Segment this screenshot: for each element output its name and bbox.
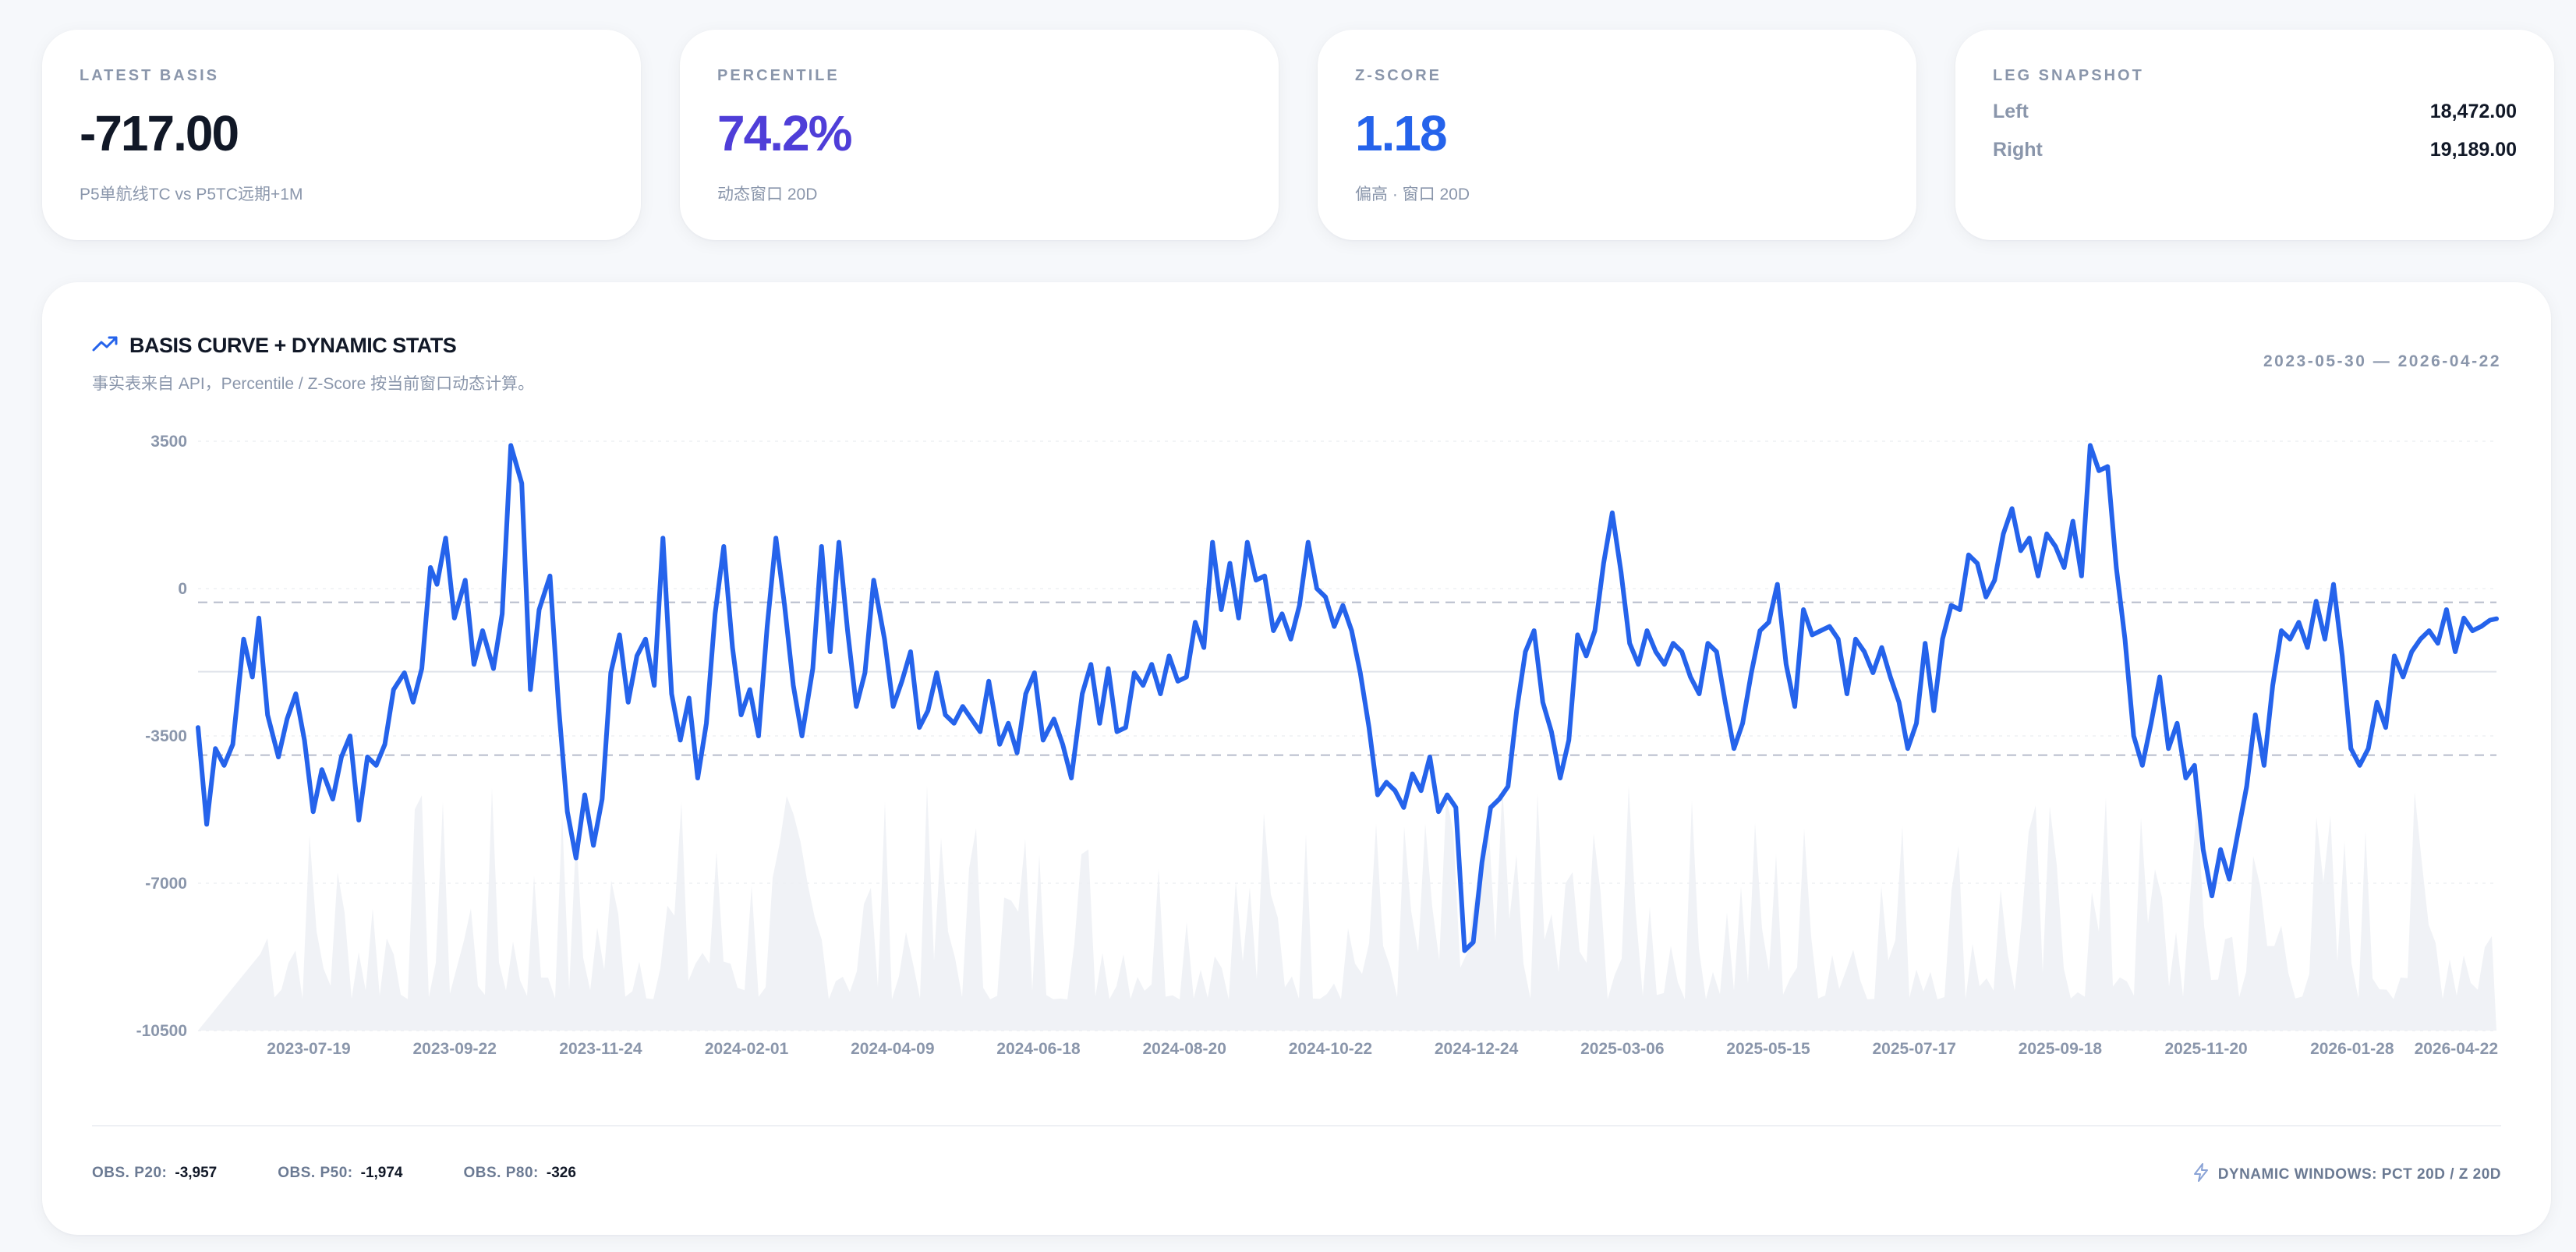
dynamic-windows-info: DYNAMIC WINDOWS: PCT 20D / Z 20D	[2193, 1163, 2501, 1187]
chart-header: BASIS CURVE + DYNAMIC STATS	[92, 334, 457, 358]
chart-subtitle: 事实表来自 API，Percentile / Z-Score 按当前窗口动态计算…	[92, 375, 535, 393]
leg-name: Right	[1993, 139, 2043, 161]
y-tick-label: 0	[178, 580, 187, 598]
stat-label: Z-SCORE	[1355, 67, 1442, 84]
stat-value: -717.00	[80, 105, 239, 161]
x-tick-label: 2025-05-15	[1726, 1040, 1810, 1058]
date-range: 2023-05-30 — 2026-04-22	[2263, 352, 2501, 370]
dynamic-windows-text: DYNAMIC WINDOWS: PCT 20D / Z 20D	[2217, 1166, 2501, 1183]
leg-value: 19,189.00	[2429, 139, 2517, 161]
y-tick-label: -7000	[145, 875, 187, 893]
stat-value: 74.2%	[717, 105, 852, 161]
x-tick-label: 2023-11-24	[559, 1040, 642, 1058]
x-tick-label: 2026-04-22	[2415, 1040, 2498, 1058]
basis-series-line	[196, 443, 2499, 953]
x-tick-label: 2024-04-09	[851, 1040, 934, 1058]
footer-stat-p50: OBS. P50: -1,974	[278, 1165, 402, 1182]
x-tick-label: 2025-03-06	[1580, 1040, 1664, 1058]
x-tick-label: 2024-06-18	[996, 1040, 1081, 1058]
y-tick-label: 3500	[150, 433, 187, 451]
footer-stat-value: -3,957	[175, 1165, 218, 1181]
x-tick-label: 2023-09-22	[412, 1040, 496, 1058]
footer-stat-value: -326	[546, 1165, 576, 1181]
basis-chart[interactable]: 3500 0 -3500 -7000 -10500 2023-07-19 2023-09-2…	[42, 282, 2551, 1235]
stat-card-latest-basis: LATEST BASIS -717.00 P5单航线TC vs P5TC远期+1…	[42, 30, 641, 240]
leg-row-right: Right 19,189.00	[1993, 139, 2517, 161]
lightning-icon	[2193, 1163, 2209, 1187]
trending-up-icon	[92, 335, 119, 356]
stat-label: LATEST BASIS	[80, 67, 219, 84]
footer-stat-label: OBS. P50:	[278, 1165, 353, 1181]
stat-label: LEG SNAPSHOT	[1993, 67, 2144, 84]
stat-subtext: 动态窗口 20D	[717, 186, 818, 203]
footer-stat-p80: OBS. P80: -326	[464, 1165, 576, 1182]
leg-value: 18,472.00	[2429, 101, 2517, 122]
basis-chart-panel: 3500 0 -3500 -7000 -10500 2023-07-19 2023-09-2…	[42, 282, 2551, 1235]
stat-subtext: 偏高 · 窗口 20D	[1355, 186, 1470, 203]
volume-background	[198, 785, 2496, 1031]
stat-subtext: P5单航线TC vs P5TC远期+1M	[80, 186, 303, 203]
x-tick-label: 2024-02-01	[705, 1040, 789, 1058]
stat-value: 1.18	[1355, 105, 1448, 161]
x-tick-label: 2024-12-24	[1435, 1040, 1519, 1058]
stat-label: PERCENTILE	[717, 67, 840, 84]
leg-row-left: Left 18,472.00	[1993, 101, 2517, 123]
x-tick-label: 2024-10-22	[1289, 1040, 1372, 1058]
footer-stat-label: OBS. P20:	[92, 1165, 168, 1181]
footer-stat-value: -1,974	[360, 1165, 403, 1181]
x-tick-label: 2025-09-18	[2019, 1040, 2103, 1058]
footer-stat-label: OBS. P80:	[463, 1165, 539, 1181]
percentile-footer: OBS. P20: -3,957 OBS. P50: -1,974 OBS. P…	[92, 1165, 576, 1182]
y-tick-label: -10500	[136, 1022, 187, 1040]
x-tick-label: 2023-07-19	[267, 1040, 350, 1058]
stat-card-zscore: Z-SCORE 1.18 偏高 · 窗口 20D	[1318, 30, 1916, 240]
x-tick-label: 2025-11-20	[2164, 1040, 2247, 1058]
stat-card-leg-snapshot: LEG SNAPSHOT Left 18,472.00 Right 19,189…	[1955, 30, 2554, 240]
x-tick-label: 2026-01-28	[2310, 1040, 2394, 1058]
leg-name: Left	[1993, 101, 2029, 122]
stat-card-percentile: PERCENTILE 74.2% 动态窗口 20D	[680, 30, 1279, 240]
chart-title: BASIS CURVE + DYNAMIC STATS	[129, 334, 457, 357]
footer-stat-p20: OBS. P20: -3,957	[92, 1165, 217, 1182]
x-tick-label: 2024-08-20	[1142, 1040, 1226, 1058]
y-tick-label: -3500	[145, 727, 187, 745]
x-tick-label: 2025-07-17	[1872, 1040, 1955, 1058]
